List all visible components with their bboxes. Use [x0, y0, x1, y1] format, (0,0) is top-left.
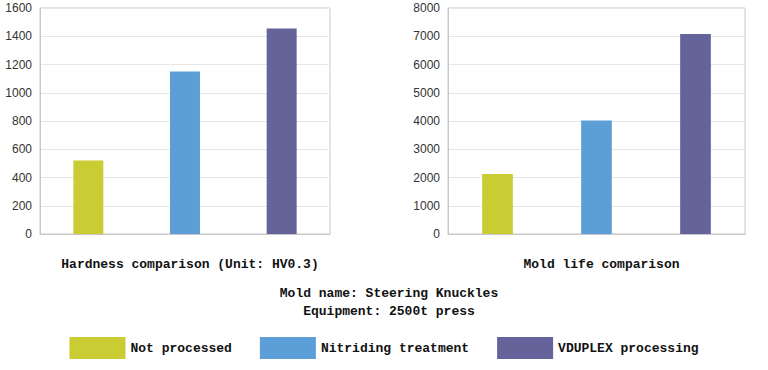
svg-text:0: 0 — [25, 227, 32, 241]
svg-text:400: 400 — [12, 171, 32, 185]
svg-text:Mold name: Steering Knuckles: Mold name: Steering Knuckles — [280, 286, 499, 301]
svg-text:Equipment: 2500t press: Equipment: 2500t press — [303, 304, 475, 319]
svg-text:1000: 1000 — [5, 86, 32, 100]
svg-text:1400: 1400 — [5, 29, 32, 43]
svg-text:7000: 7000 — [413, 29, 440, 43]
svg-text:4000: 4000 — [413, 114, 440, 128]
svg-text:1600: 1600 — [5, 1, 32, 15]
svg-text:Mold life comparison: Mold life comparison — [523, 257, 679, 272]
svg-text:200: 200 — [12, 199, 32, 213]
svg-text:VDUPLEX processing: VDUPLEX processing — [558, 341, 699, 356]
svg-text:Nitriding treatment: Nitriding treatment — [321, 341, 469, 356]
svg-text:8000: 8000 — [413, 1, 440, 15]
svg-text:600: 600 — [12, 142, 32, 156]
svg-text:5000: 5000 — [413, 86, 440, 100]
svg-text:1000: 1000 — [413, 199, 440, 213]
svg-text:800: 800 — [12, 114, 32, 128]
svg-text:0: 0 — [433, 227, 440, 241]
svg-text:Hardness comparison (Unit: HV0: Hardness comparison (Unit: HV0.3) — [61, 257, 318, 272]
svg-text:6000: 6000 — [413, 58, 440, 72]
svg-text:Not processed: Not processed — [130, 341, 231, 356]
svg-text:1200: 1200 — [5, 58, 32, 72]
svg-text:3000: 3000 — [413, 142, 440, 156]
svg-text:2000: 2000 — [413, 171, 440, 185]
